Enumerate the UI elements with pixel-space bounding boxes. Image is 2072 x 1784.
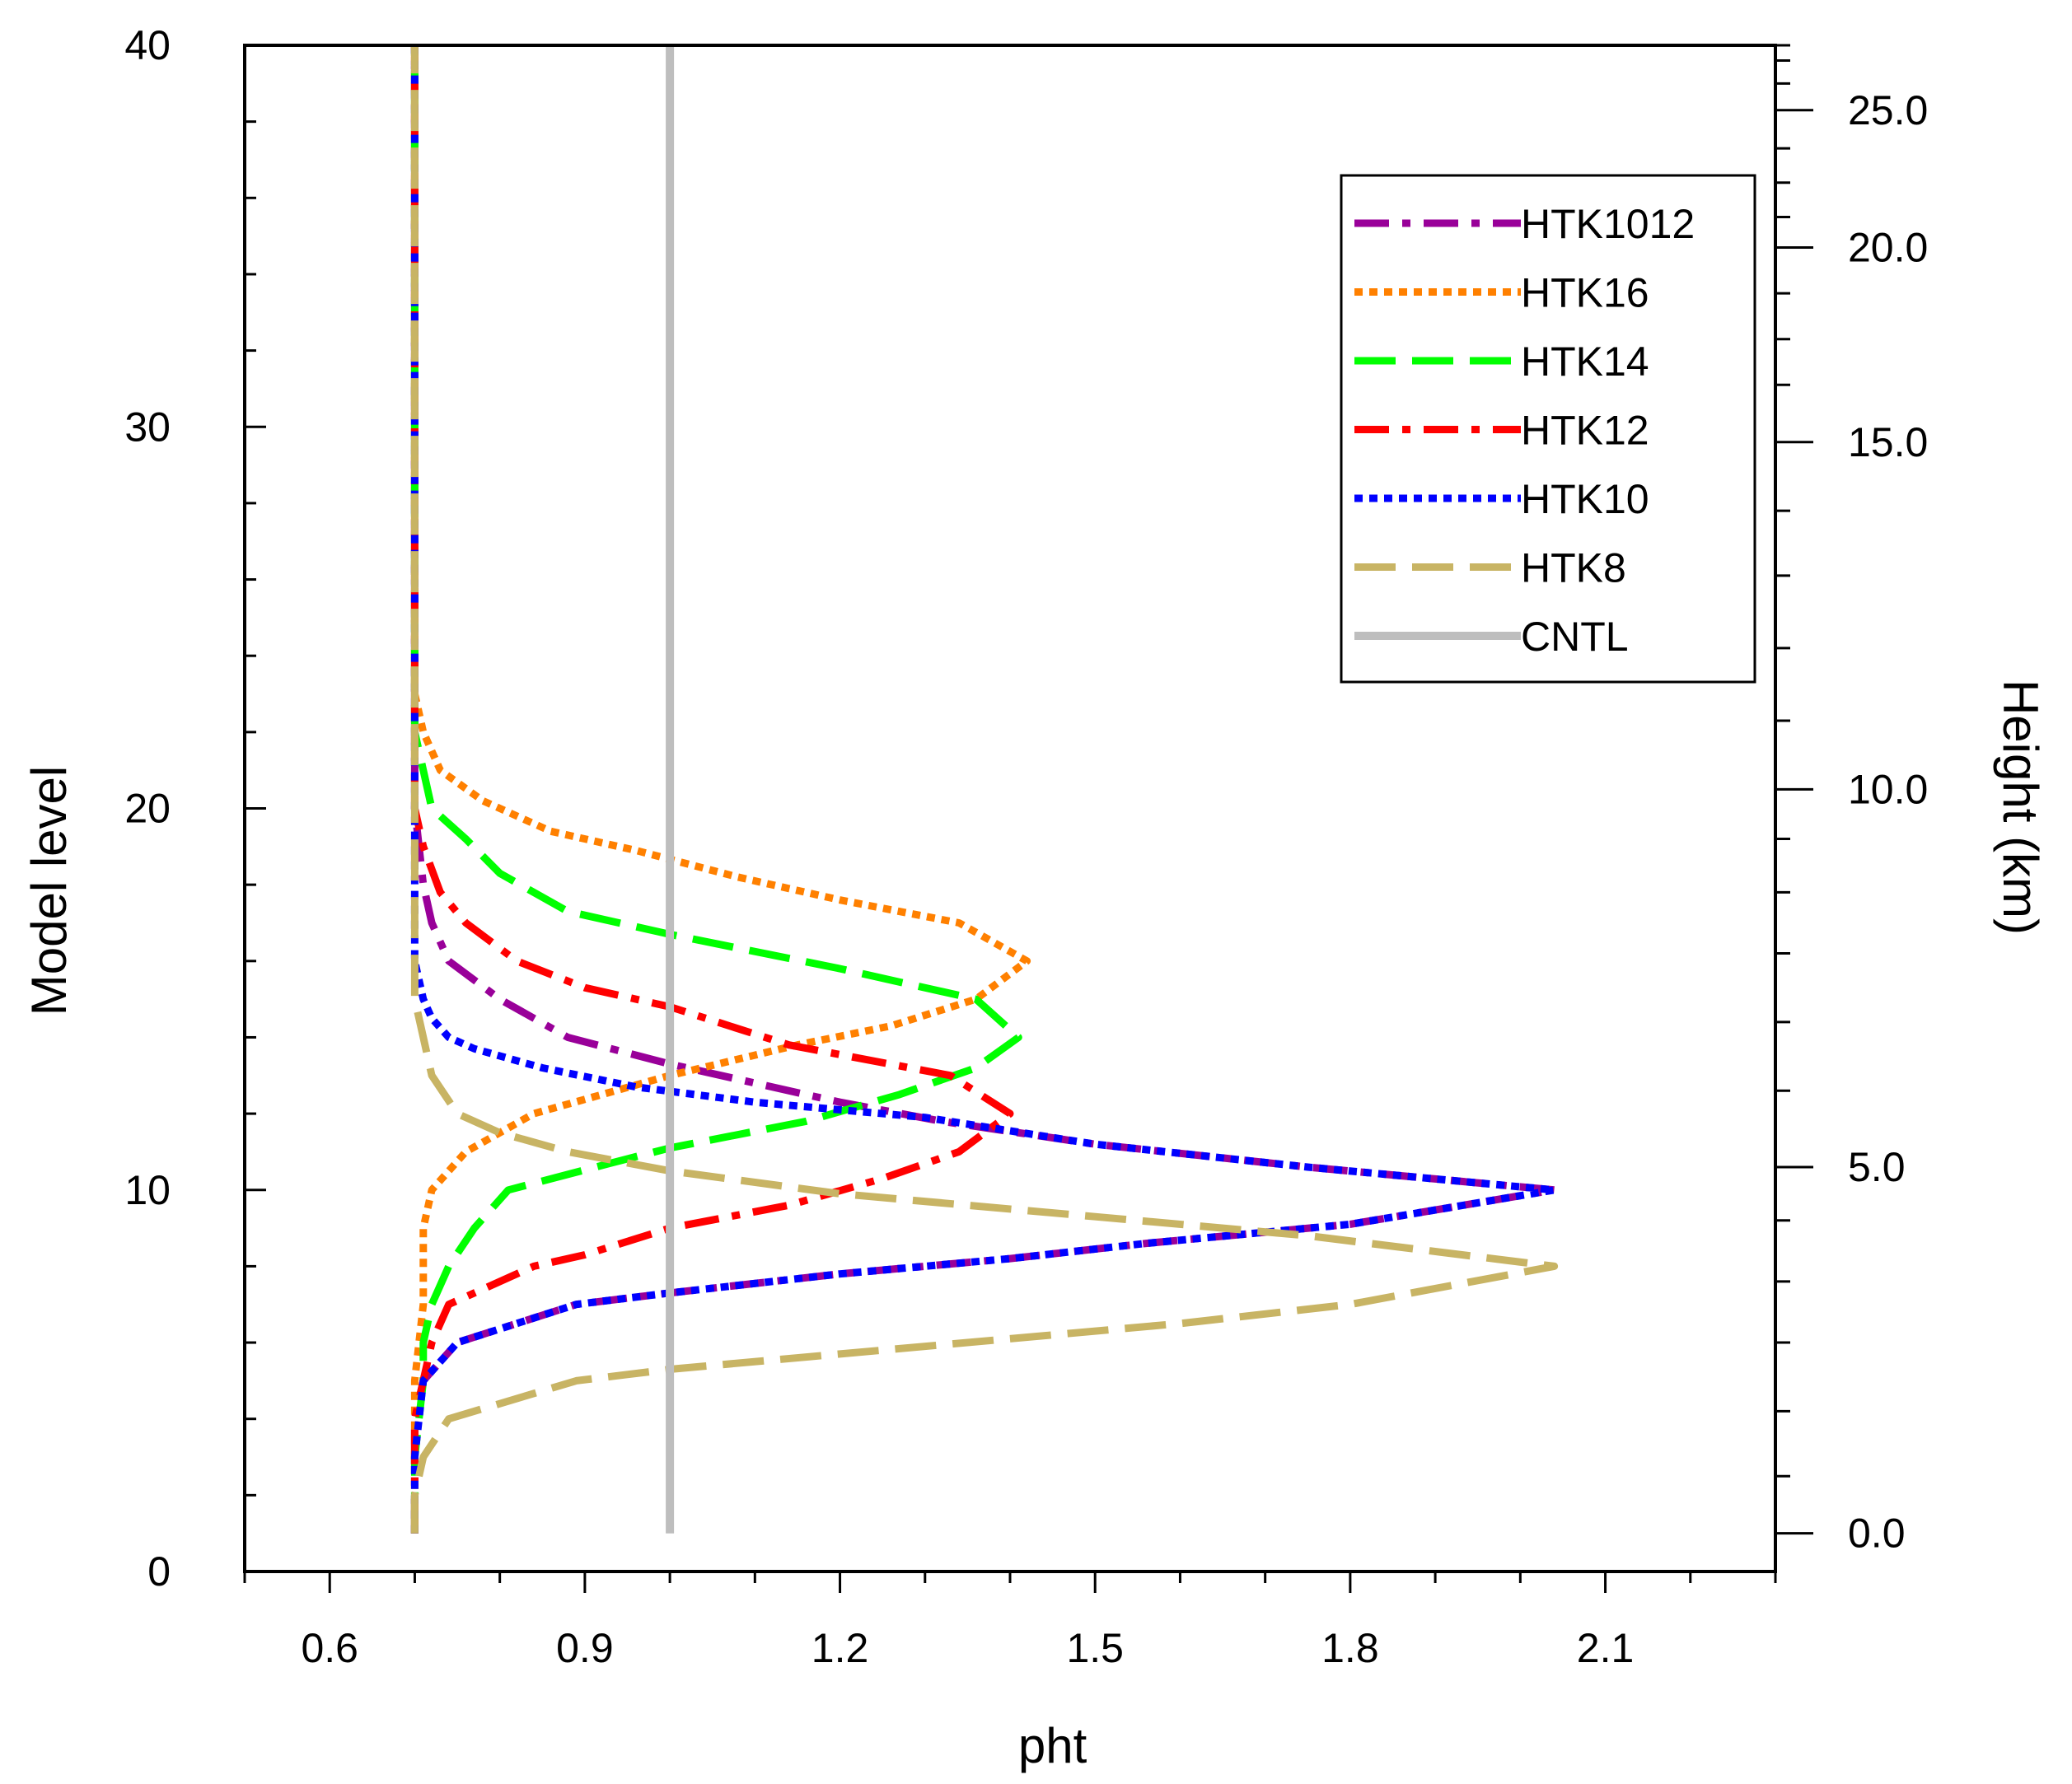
axes-layer: 0.6 0.9 1.2 1.5 1.8 2.1 0 10 20 30 40 0.0 5.0 10.0 15.…: [124, 22, 1928, 1671]
legend-label: HTK1012: [1521, 201, 1695, 247]
legend-label: CNTL: [1521, 614, 1629, 660]
y2-tick-label: 10.0: [1848, 766, 1928, 812]
legend-label: HTK16: [1521, 270, 1649, 316]
series-line-htk10: [410, 45, 1559, 1534]
x-tick-label: 1.5: [1066, 1625, 1124, 1671]
y2-tick-label: 25.0: [1848, 87, 1928, 133]
y-axis-title: Model level: [21, 766, 77, 1016]
x-tick-label: 1.8: [1321, 1625, 1379, 1671]
x-tick-label: 0.6: [301, 1625, 358, 1671]
series-line-htk1012: [410, 45, 1559, 1534]
y-tick-label: 40: [124, 22, 171, 68]
y2-axis-title: Height (km): [1993, 680, 2048, 935]
y-tick-label: 30: [124, 404, 171, 450]
series-layer: [410, 45, 1559, 1534]
legend: HTK1012 HTK16 HTK14 HTK12 HTK10 HTK8 CNTL: [1340, 174, 1756, 684]
x-axis-title: pht: [1018, 1718, 1087, 1773]
y2-tick-label: 5.0: [1848, 1144, 1906, 1190]
x-tick-label: 2.1: [1577, 1625, 1635, 1671]
y-tick-label: 20: [124, 786, 171, 832]
y2-tick-label: 20.0: [1848, 225, 1928, 271]
series-line-htk8: [410, 45, 1559, 1534]
y2-tick-label: 0.0: [1848, 1511, 1906, 1557]
y-tick-label: 0: [147, 1548, 171, 1595]
legend-label: HTK12: [1521, 408, 1649, 454]
legend-label: HTK8: [1521, 545, 1626, 591]
y-tick-label: 10: [124, 1167, 171, 1213]
x-tick-label: 1.2: [811, 1625, 869, 1671]
legend-label: HTK14: [1521, 339, 1649, 385]
y2-tick-label: 15.0: [1848, 419, 1928, 465]
legend-label: HTK10: [1521, 476, 1649, 522]
x-tick-label: 0.9: [556, 1625, 614, 1671]
